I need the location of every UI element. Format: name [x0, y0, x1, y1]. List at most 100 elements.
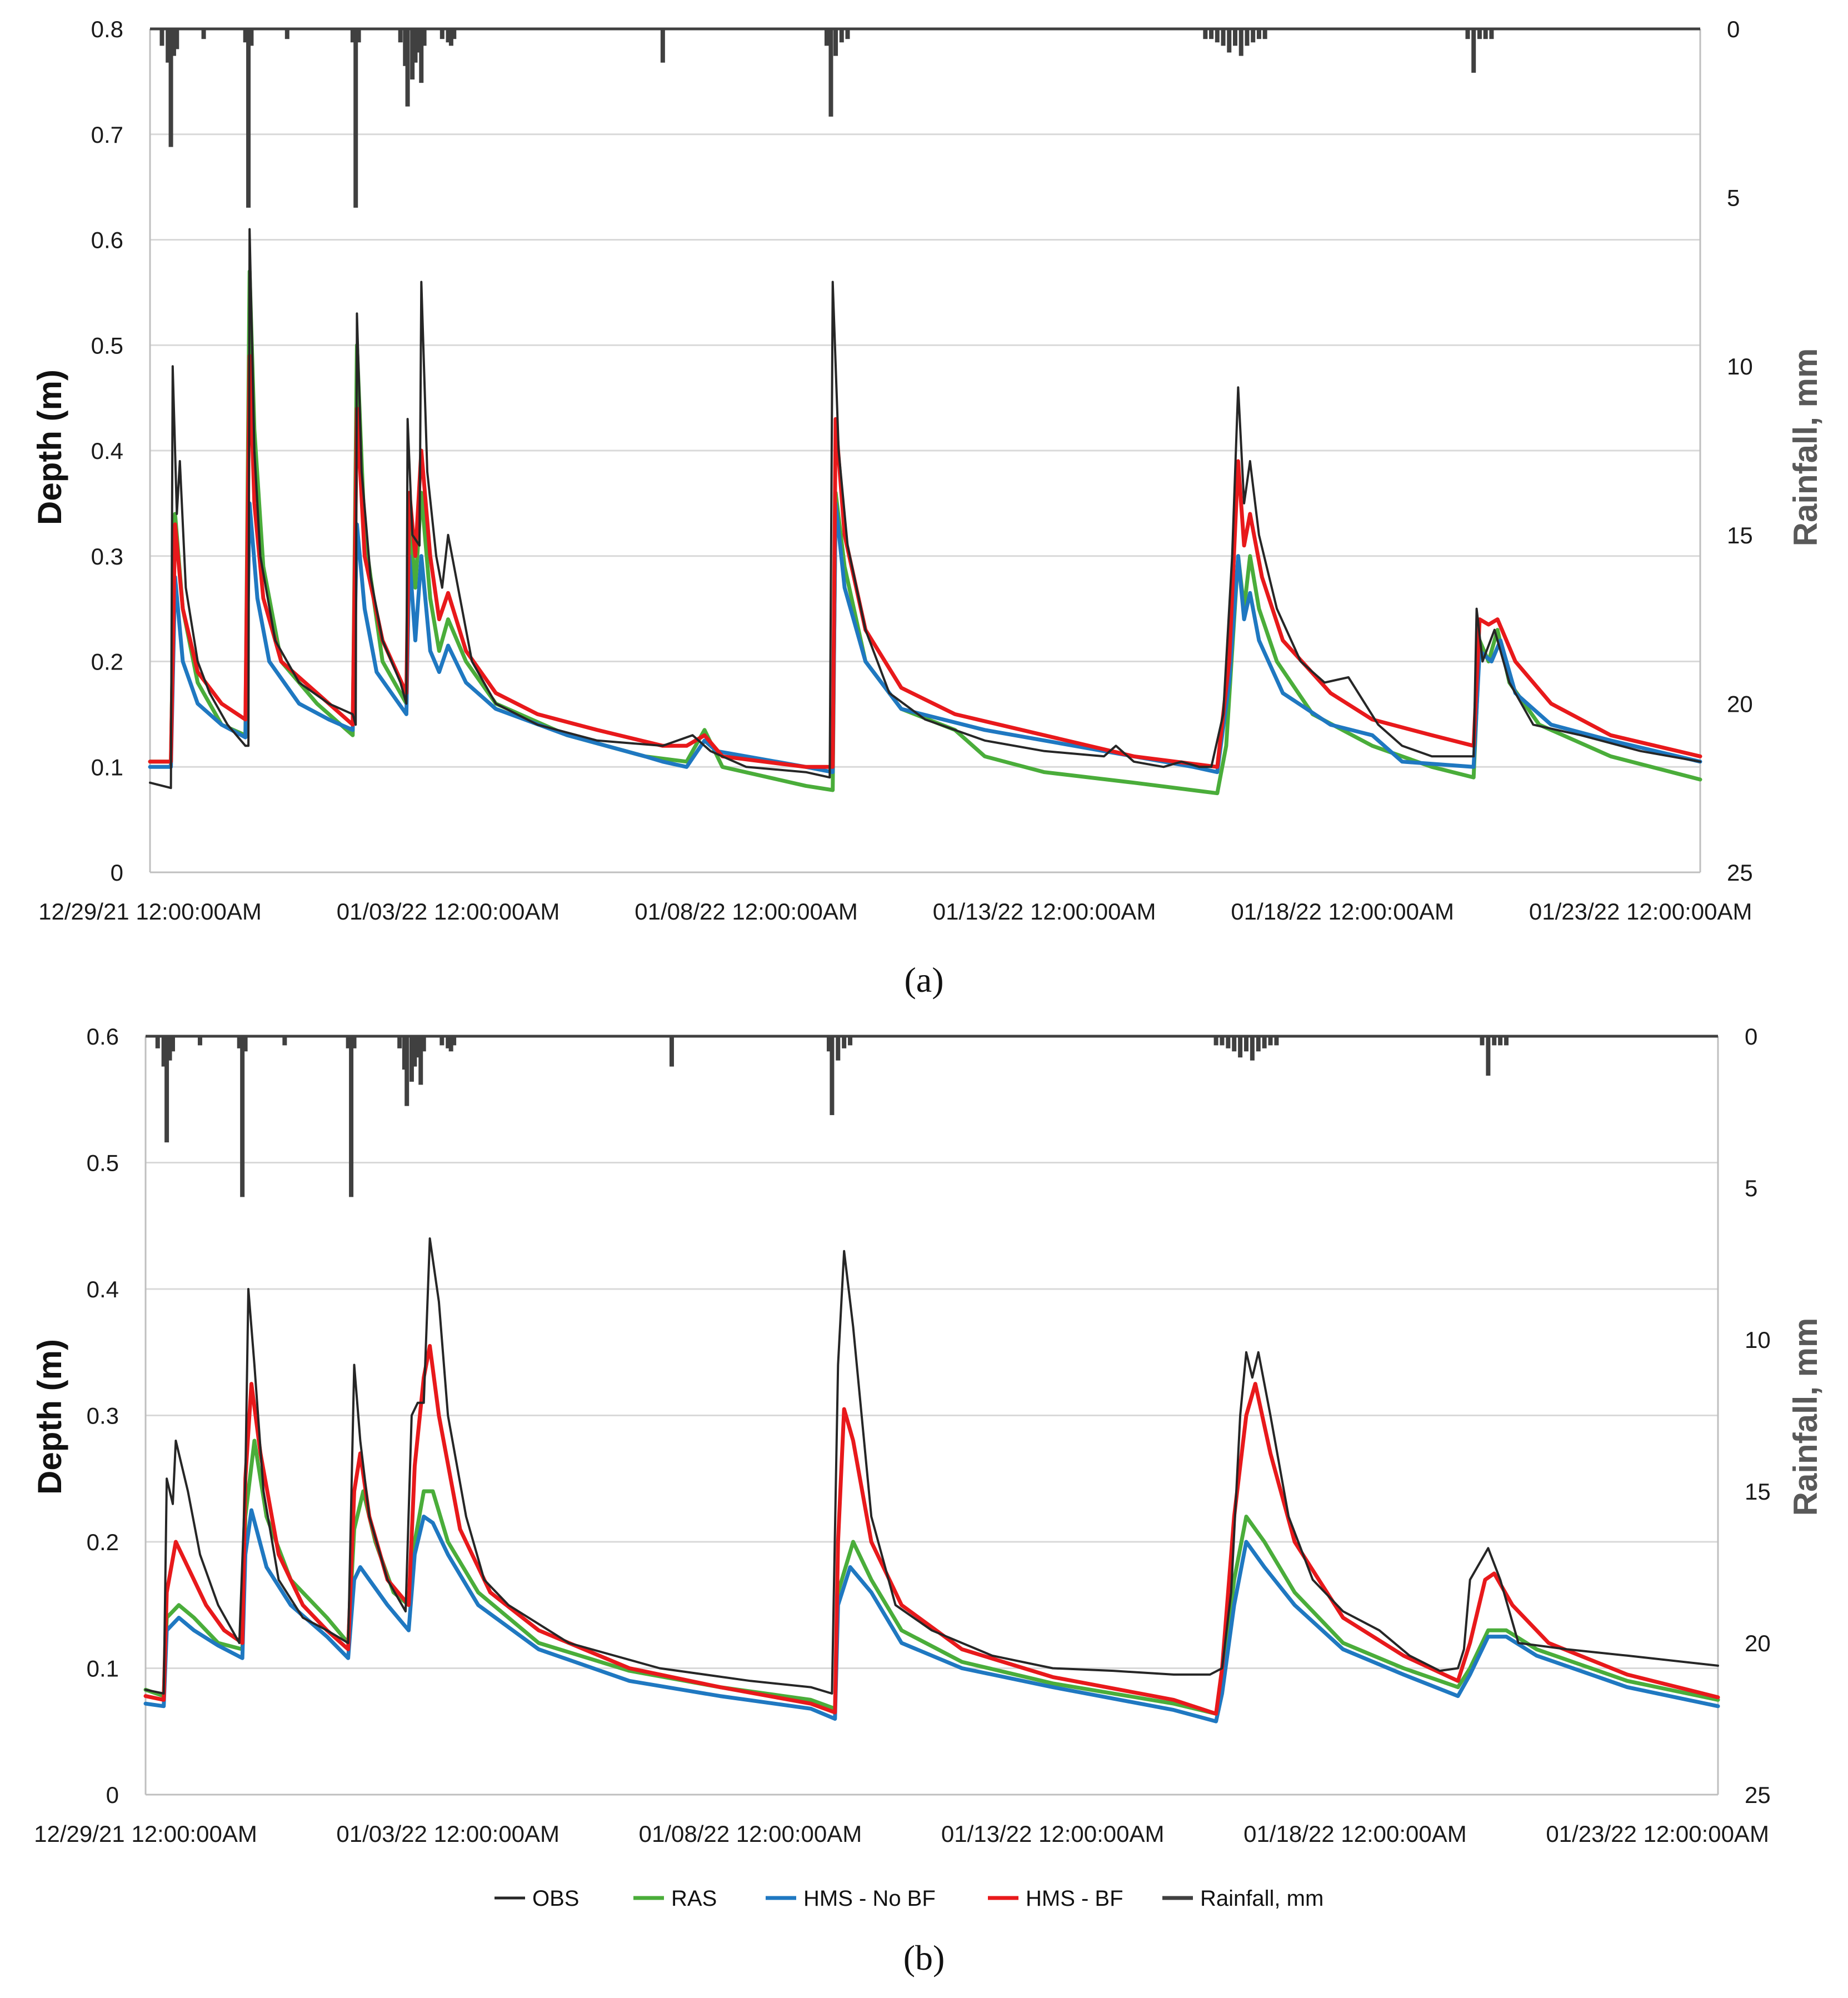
panel-b-rainfall-bar: [1486, 1036, 1491, 1076]
panel-a-y2-tick-label: 25: [1727, 860, 1753, 886]
panel-b-rainfall-bar: [439, 1036, 444, 1046]
panel-a-rainfall-bar: [1238, 29, 1243, 56]
panel-b-rainfall-bar: [409, 1036, 414, 1082]
panel-a-rainfall-bar: [833, 29, 838, 56]
panel-b-rainfall-bar: [1226, 1036, 1231, 1048]
panel-a-y-tick-label: 0.8: [91, 16, 123, 42]
panel-a-rainfall-bar: [419, 29, 424, 83]
panel-a-series-hms-bf: [148, 353, 1702, 769]
panel-b-y2-tick-label: 25: [1745, 1782, 1771, 1808]
panel-a-rainfall-bar: [350, 29, 355, 43]
panel-b-rainfall-bar: [1480, 1036, 1485, 1046]
panel-b-rainfall-bar: [167, 1036, 172, 1061]
panel-b-series-ras: [143, 1438, 1720, 1716]
panel-a-rainfall-bar: [416, 29, 421, 53]
panel-b-rainfall-bar: [282, 1036, 287, 1046]
panel-b-x-tick-label: 12/29/21 12:00:00AM: [34, 1821, 257, 1847]
panel-b-rainfall-bar: [446, 1036, 451, 1048]
panel-a-rainfall-bar: [413, 29, 418, 63]
panel-a-rainfall-bar: [174, 29, 179, 49]
panel-b-series-hms-bf: [143, 1343, 1720, 1716]
panel-b-rainfall-bar: [240, 1036, 245, 1197]
panel-b-y2-axis-title: Rainfall, mm: [1787, 1318, 1824, 1516]
panel-a-rainfall-bar: [1209, 29, 1214, 39]
panel-a-rainfall-bar: [246, 29, 251, 208]
panel-b-rainfall-bar: [402, 1036, 407, 1070]
panel-b-rainfall-bar: [1244, 1036, 1248, 1052]
panel-a-x-tick-label: 12/29/21 12:00:00AM: [38, 898, 262, 925]
panel-a-y2-axis-title: Rainfall, mm: [1787, 348, 1824, 547]
panel-b-x-tick-label: 01/18/22 12:00:00AM: [1243, 1821, 1467, 1847]
panel-a-rainfall-bar: [1256, 29, 1261, 39]
panel-b-rainfall-bar: [412, 1036, 417, 1067]
panel-a-rainfall-bar: [422, 29, 427, 46]
legend: OBS RAS HMS - No BF HMS - BF Rainfall, m…: [495, 1886, 1323, 1911]
panel-a-rainfall-bar: [828, 29, 833, 117]
panel-a-rainfall-bar: [356, 29, 361, 43]
panel-a-rainfall-bar: [1233, 29, 1237, 46]
panel-b-rainfall-bar: [1250, 1036, 1255, 1061]
panel-b-rainfall-bar: [415, 1036, 420, 1058]
panel-a-rainfall-bar: [446, 29, 451, 43]
panel-b-rainfall-bar: [1262, 1036, 1267, 1048]
panel-b-rainfall-bar: [1220, 1036, 1225, 1046]
panel-b-rainfall-bar: [397, 1036, 402, 1048]
panel-a-rainfall-bar: [1262, 29, 1267, 39]
panel-a-y-tick-label: 0: [111, 860, 123, 886]
panel-a-rainfall-bar: [448, 29, 453, 46]
panel-a-rainfall-bar: [166, 29, 171, 63]
panel-b-rainfall-bar: [418, 1036, 423, 1085]
panel-a-rainfall-bar: [1465, 29, 1470, 39]
panel-b-y-tick-label: 0.2: [87, 1529, 119, 1555]
panel-b-rainfall-bar: [848, 1036, 853, 1046]
panel-b-y2-tick-label: 15: [1745, 1478, 1771, 1505]
panel-b-y-axis-title: Depth (m): [31, 1339, 68, 1495]
panel-b-rainfall-bar: [826, 1036, 831, 1052]
panel-a-y2-tick-label: 10: [1727, 353, 1753, 379]
panel-a-y-tick-label: 0.2: [91, 649, 123, 675]
panel-a-rainfall-bar: [439, 29, 444, 39]
panel-a-rainfall-bar: [243, 29, 248, 43]
panel-a-rainfall-bar: [403, 29, 408, 66]
panel-a-rainfall-bar: [1477, 29, 1482, 39]
panel-a-rainfall-bar: [168, 29, 173, 147]
panel-b-rainfall-bar: [1498, 1036, 1503, 1046]
panel-b-rainfall-bar: [1238, 1036, 1243, 1058]
panel-b-rainfall-bar: [237, 1036, 242, 1048]
panel-b-rainfall-bar: [1504, 1036, 1509, 1046]
panel-a-rainfall-bar: [410, 29, 415, 80]
panel-a-rainfall-bar: [845, 29, 850, 39]
panel-a-rainfall-bar: [839, 29, 844, 43]
panel-a-y2-tick-label: 5: [1727, 185, 1740, 211]
panel-a-rainfall-bar: [249, 29, 254, 46]
panel-b-rainfall-bar: [197, 1036, 202, 1046]
panel-b-y-tick-label: 0.5: [87, 1150, 119, 1176]
panel-a-rainfall-bar: [1215, 29, 1220, 43]
panel-a-y2-tick-label: 20: [1727, 691, 1753, 717]
panel-a-y-tick-label: 0.4: [91, 438, 123, 464]
panel-a-rainfall-bar: [405, 29, 410, 107]
panel-a-rainfall-bar: [159, 29, 164, 46]
panel-b-y-tick-label: 0.3: [87, 1403, 119, 1429]
panel-a-y2-tick-label: 0: [1727, 16, 1740, 42]
panel-b-rainfall-bar: [1492, 1036, 1497, 1046]
panel-b-rainfall-bar: [1268, 1036, 1273, 1046]
panel-a-y-tick-label: 0.1: [91, 754, 123, 780]
panel-b-y2-tick-label: 10: [1745, 1327, 1771, 1353]
panel-b-rainfall-bar: [452, 1036, 457, 1046]
panel-a: 0 0.1 0.2 0.3 0.4 0.5 0.6 0.7 0.8 0 5 10 15 20 25 12/29…: [38, 16, 1753, 925]
panel-a-y-tick-label: 0.5: [91, 332, 123, 358]
panel-a-rainfall-bar: [824, 29, 829, 46]
panel-a-y2-tick-label: 15: [1727, 522, 1753, 548]
panel-b-rainfall-bar: [842, 1036, 847, 1048]
panel-a-rainfall-bar: [1251, 29, 1256, 43]
panel-a-y-tick-label: 0.3: [91, 543, 123, 570]
panel-a-rainfall-bar: [660, 29, 665, 63]
panel-b-rainfall-bar: [1256, 1036, 1261, 1052]
panel-a-x-tick-label: 01/13/22 12:00:00AM: [933, 898, 1156, 925]
panel-b-rainfall-bar: [161, 1036, 166, 1067]
panel-b-y-tick-label: 0.4: [87, 1276, 119, 1302]
panel-b-rainfall-bar: [1213, 1036, 1218, 1046]
panel-a-rainfall-bar: [1203, 29, 1208, 39]
